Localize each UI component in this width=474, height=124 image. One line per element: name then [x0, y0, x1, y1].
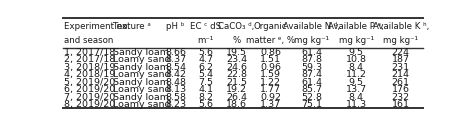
Text: 10.8: 10.8	[346, 55, 367, 64]
Text: 87.4: 87.4	[301, 70, 322, 79]
Text: 1.59: 1.59	[260, 70, 281, 79]
Text: pH ᵇ: pH ᵇ	[166, 22, 185, 31]
Text: mg kg⁻¹: mg kg⁻¹	[339, 36, 374, 45]
Text: 9.5: 9.5	[349, 78, 364, 87]
Text: 8.58: 8.58	[165, 93, 186, 102]
Text: 11.3: 11.3	[346, 100, 367, 109]
Text: 85.7: 85.7	[301, 85, 322, 94]
Text: 9.5: 9.5	[349, 48, 364, 57]
Text: 1, 2017/18: 1, 2017/18	[64, 48, 116, 57]
Text: 87.8: 87.8	[301, 55, 322, 64]
Text: 19.5: 19.5	[226, 48, 247, 57]
Text: 1.37: 1.37	[260, 100, 281, 109]
Text: 13.7: 13.7	[346, 85, 367, 94]
Text: EC ᶜ dS: EC ᶜ dS	[191, 22, 221, 31]
Text: 26.4: 26.4	[226, 93, 247, 102]
Text: Available N ᵈ,: Available N ᵈ,	[283, 22, 340, 31]
Text: 7, 2019/20: 7, 2019/20	[64, 93, 116, 102]
Text: 214: 214	[392, 70, 410, 79]
Text: 8.37: 8.37	[165, 55, 186, 64]
Text: 5.4: 5.4	[199, 70, 213, 79]
Text: 232: 232	[392, 93, 410, 102]
Text: 224: 224	[392, 48, 410, 57]
Text: Experiment no.: Experiment no.	[64, 22, 130, 31]
Text: mg kg⁻¹: mg kg⁻¹	[383, 36, 418, 45]
Text: 7.5: 7.5	[199, 78, 213, 87]
Text: Organic: Organic	[254, 22, 287, 31]
Text: 8.48: 8.48	[165, 78, 186, 87]
Text: 61.4: 61.4	[301, 78, 322, 87]
Text: Sandy loam: Sandy loam	[113, 63, 169, 72]
Text: 8.54: 8.54	[165, 63, 186, 72]
Text: Loamy sand: Loamy sand	[113, 85, 171, 94]
Text: Available K ʰ,: Available K ʰ,	[373, 22, 429, 31]
Text: 11.2: 11.2	[346, 70, 367, 79]
Text: 231: 231	[392, 63, 410, 72]
Text: 261: 261	[392, 78, 410, 87]
Text: CaCO₃ ᵈ,: CaCO₃ ᵈ,	[218, 22, 255, 31]
Text: 21.5: 21.5	[226, 78, 247, 87]
Text: 8.4: 8.4	[349, 63, 364, 72]
Text: 8.13: 8.13	[165, 85, 186, 94]
Text: Loamy sand: Loamy sand	[113, 100, 171, 109]
Text: 5, 2019/20: 5, 2019/20	[64, 78, 116, 87]
Text: 6, 2019/20: 6, 2019/20	[64, 85, 116, 94]
Text: Loamy sand: Loamy sand	[113, 70, 171, 79]
Text: 0.92: 0.92	[260, 93, 281, 102]
Text: 24.6: 24.6	[226, 63, 247, 72]
Text: and season: and season	[64, 36, 114, 45]
Text: 52.8: 52.8	[301, 93, 322, 102]
Text: 4.1: 4.1	[199, 85, 213, 94]
Text: 1.22: 1.22	[260, 78, 281, 87]
Text: 61.4: 61.4	[301, 48, 322, 57]
Text: 8.4: 8.4	[349, 93, 364, 102]
Text: 0.96: 0.96	[260, 63, 281, 72]
Text: 5.6: 5.6	[199, 48, 213, 57]
Text: Sandy loam: Sandy loam	[113, 93, 169, 102]
Text: 8.66: 8.66	[165, 48, 186, 57]
Text: 18.6: 18.6	[226, 100, 247, 109]
Text: 3, 2018/19: 3, 2018/19	[64, 63, 116, 72]
Text: matter ᵉ, %: matter ᵉ, %	[246, 36, 295, 45]
Text: 176: 176	[392, 85, 410, 94]
Text: 5.6: 5.6	[199, 100, 213, 109]
Text: 8.42: 8.42	[165, 70, 186, 79]
Text: 8.2: 8.2	[199, 93, 213, 102]
Text: 23.4: 23.4	[226, 55, 247, 64]
Text: Texture ᵃ: Texture ᵃ	[113, 22, 151, 31]
Text: 59.3: 59.3	[301, 63, 322, 72]
Text: 0.86: 0.86	[260, 48, 281, 57]
Text: Available P ᵉ,: Available P ᵉ,	[328, 22, 384, 31]
Text: 75.1: 75.1	[301, 100, 322, 109]
Text: 22.8: 22.8	[226, 70, 247, 79]
Text: 4.7: 4.7	[199, 55, 213, 64]
Text: 6.2: 6.2	[199, 63, 213, 72]
Text: 187: 187	[392, 55, 410, 64]
Text: 161: 161	[392, 100, 410, 109]
Text: 1.51: 1.51	[260, 55, 281, 64]
Text: Sandy loam: Sandy loam	[113, 78, 169, 87]
Text: 4, 2018/19: 4, 2018/19	[64, 70, 116, 79]
Text: %: %	[232, 36, 240, 45]
Text: 1.77: 1.77	[260, 85, 281, 94]
Text: 8, 2019/20: 8, 2019/20	[64, 100, 116, 109]
Text: Sandy loam: Sandy loam	[113, 48, 169, 57]
Text: 19.2: 19.2	[226, 85, 247, 94]
Text: m⁻¹: m⁻¹	[198, 36, 214, 45]
Text: Loamy sand: Loamy sand	[113, 55, 171, 64]
Text: 2, 2017/18: 2, 2017/18	[64, 55, 116, 64]
Text: mg kg⁻¹: mg kg⁻¹	[294, 36, 329, 45]
Text: 8.23: 8.23	[165, 100, 186, 109]
